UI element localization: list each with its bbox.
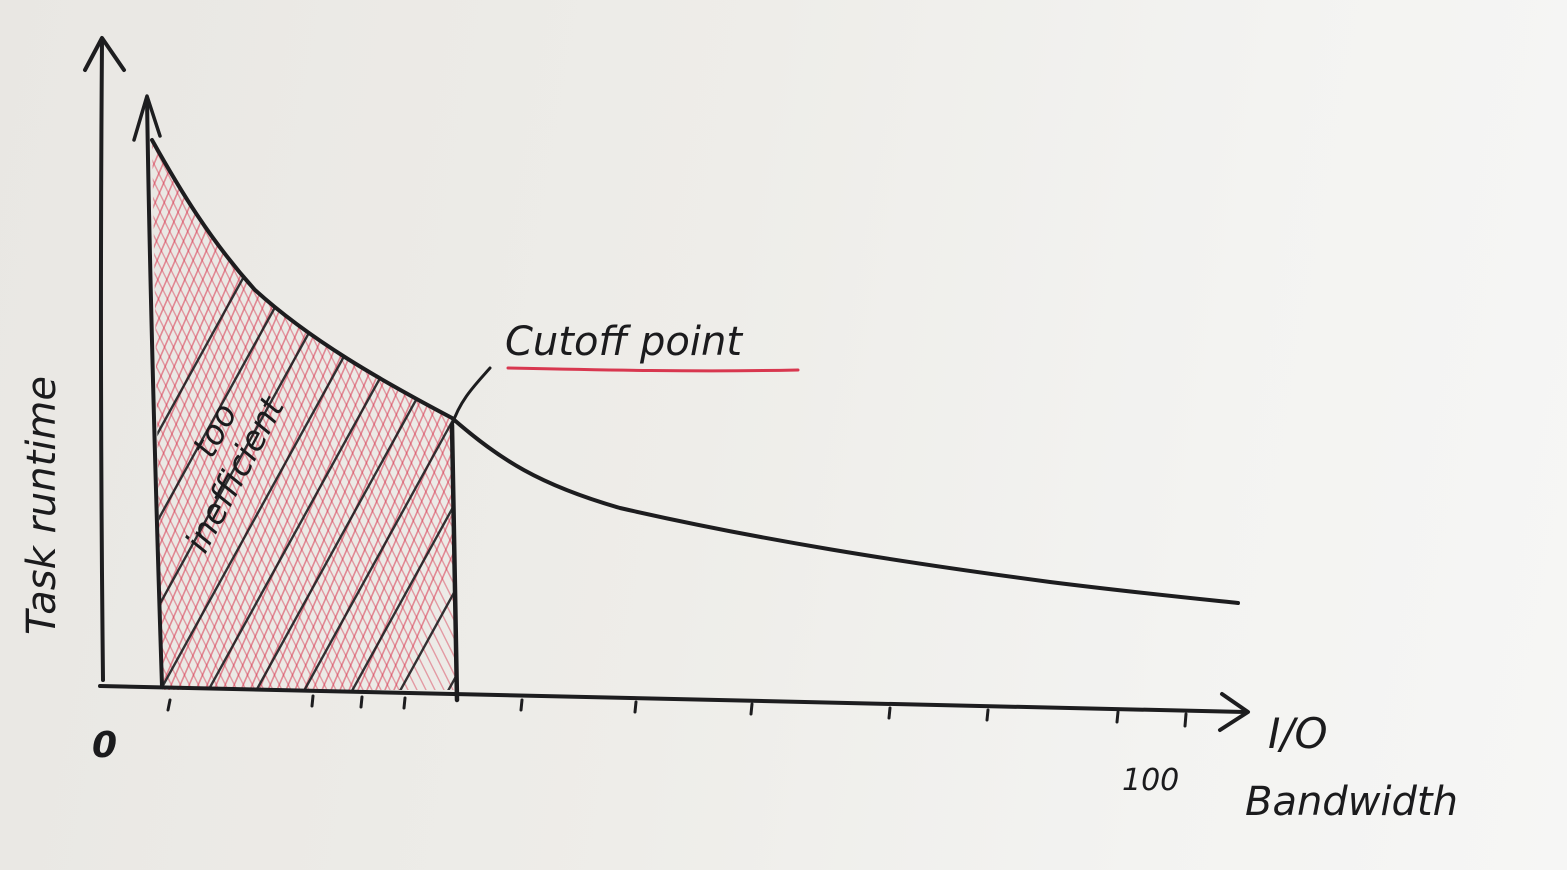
x-max-tick-label: 100 (1122, 763, 1179, 798)
red-hatch-stroke (428, 140, 458, 690)
red-hatch-stroke (465, 120, 765, 720)
red-hatch-stroke (362, 140, 458, 690)
red-hatch-stroke (474, 120, 774, 720)
red-hatch-stroke (371, 140, 458, 690)
red-hatch-stroke (152, 140, 388, 690)
red-hatch-stroke (317, 140, 458, 690)
red-hatch-stroke (152, 140, 406, 690)
inefficient-region-hatching (152, 120, 954, 720)
red-hatch-stroke (254, 140, 458, 690)
red-hatch-stroke (152, 140, 415, 690)
red-hatch-stroke (152, 140, 244, 690)
red-hatch-stroke (380, 140, 458, 690)
red-hatch-stroke (152, 140, 210, 690)
red-hatch-stroke (501, 120, 801, 720)
red-hatch-stroke (446, 140, 458, 690)
red-hatch-stroke (152, 140, 379, 690)
x-axis-label-line2: Bandwidth (1245, 779, 1458, 825)
red-hatch-stroke (152, 140, 352, 690)
red-hatch-stroke (383, 140, 458, 690)
red-hatch-stroke (152, 140, 370, 690)
cutoff-line (449, 422, 460, 703)
red-hatch-stroke (152, 140, 280, 690)
red-hatch-stroke (263, 140, 458, 690)
red-hatch-stroke (152, 140, 424, 690)
red-hatch-stroke (344, 140, 458, 690)
red-hatch-stroke (152, 140, 433, 690)
black-hatch-stroke (624, 120, 954, 720)
red-hatch-stroke (152, 140, 253, 690)
black-hatch-stroke (528, 120, 858, 720)
red-hatch-stroke (392, 140, 458, 690)
x-axis-label-line1: I/O (1268, 709, 1328, 758)
red-hatch-stroke (353, 140, 458, 690)
x-axis-ticks (166, 694, 1188, 728)
x-axis (98, 684, 1250, 732)
red-hatch-stroke (245, 140, 458, 690)
red-hatch-stroke (272, 140, 458, 690)
cutoff-underline (506, 366, 800, 373)
y-axis (83, 36, 126, 682)
left-boundary-line (132, 94, 164, 688)
cutoff-label: Cutoff point (505, 319, 743, 365)
black-hatch-stroke (382, 140, 458, 690)
cutoff-pointer (450, 366, 492, 427)
red-hatch-stroke (437, 140, 458, 690)
y-axis-label: Task runtime (19, 376, 65, 635)
red-hatch-stroke (335, 140, 458, 690)
red-hatch-stroke (455, 140, 458, 690)
runtime-curve (150, 138, 1240, 605)
origin-label: 0 (92, 725, 117, 766)
red-hatch-stroke (290, 140, 458, 690)
red-hatch-stroke (152, 140, 262, 690)
red-hatch-stroke (152, 140, 361, 690)
red-hatch-stroke (152, 140, 343, 690)
red-hatch-stroke (152, 140, 219, 690)
black-hatch-stroke (238, 140, 458, 690)
black-hatch-stroke (334, 140, 458, 690)
red-hatch-stroke (152, 140, 334, 690)
red-hatch-stroke (152, 140, 235, 690)
red-hatch-stroke (152, 140, 217, 690)
red-hatch-stroke (0, 120, 20, 720)
black-hatch-stroke (576, 120, 906, 720)
black-hatch-stroke (430, 140, 458, 690)
red-hatch-stroke (281, 140, 458, 690)
red-hatch-stroke (152, 140, 228, 690)
red-hatch-stroke (419, 140, 458, 690)
red-hatch-stroke (152, 140, 325, 690)
red-hatch-stroke (299, 140, 458, 690)
red-hatch-stroke (401, 140, 458, 690)
red-hatch-stroke (152, 140, 289, 690)
red-hatch-stroke (483, 120, 783, 720)
red-hatch-stroke (152, 140, 271, 690)
red-hatch-stroke (152, 140, 237, 690)
inefficient-region-shading (0, 120, 801, 720)
red-hatch-stroke (152, 140, 201, 690)
red-hatch-stroke (152, 140, 397, 690)
black-hatch-stroke (480, 120, 810, 720)
black-hatch-stroke (190, 140, 458, 690)
red-hatch-stroke (492, 120, 792, 720)
red-hatch-stroke (308, 140, 458, 690)
red-hatch-stroke (152, 140, 226, 690)
